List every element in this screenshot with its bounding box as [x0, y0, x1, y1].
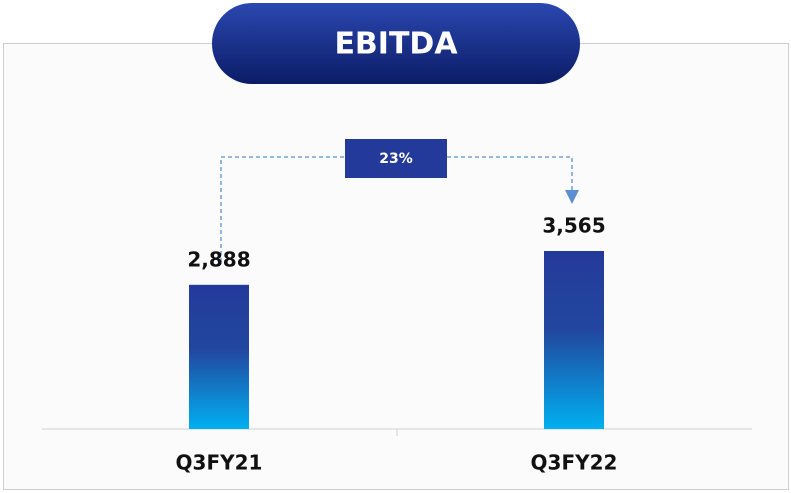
title-pill	[212, 3, 580, 84]
chart-title: EBITDA	[334, 27, 458, 62]
bar	[544, 251, 604, 429]
x-tick-label: Q3FY22	[531, 451, 618, 475]
growth-arrow	[565, 190, 579, 204]
chart-frame	[3, 43, 789, 490]
growth-label: 23%	[379, 151, 413, 167]
value-label: 3,565	[542, 214, 605, 238]
bar	[189, 284, 249, 429]
x-tick-label: Q3FY21	[176, 451, 263, 475]
value-label: 2,888	[187, 247, 250, 271]
growth-connector	[220, 156, 345, 262]
growth-connector	[447, 156, 573, 192]
growth-box	[345, 139, 447, 178]
